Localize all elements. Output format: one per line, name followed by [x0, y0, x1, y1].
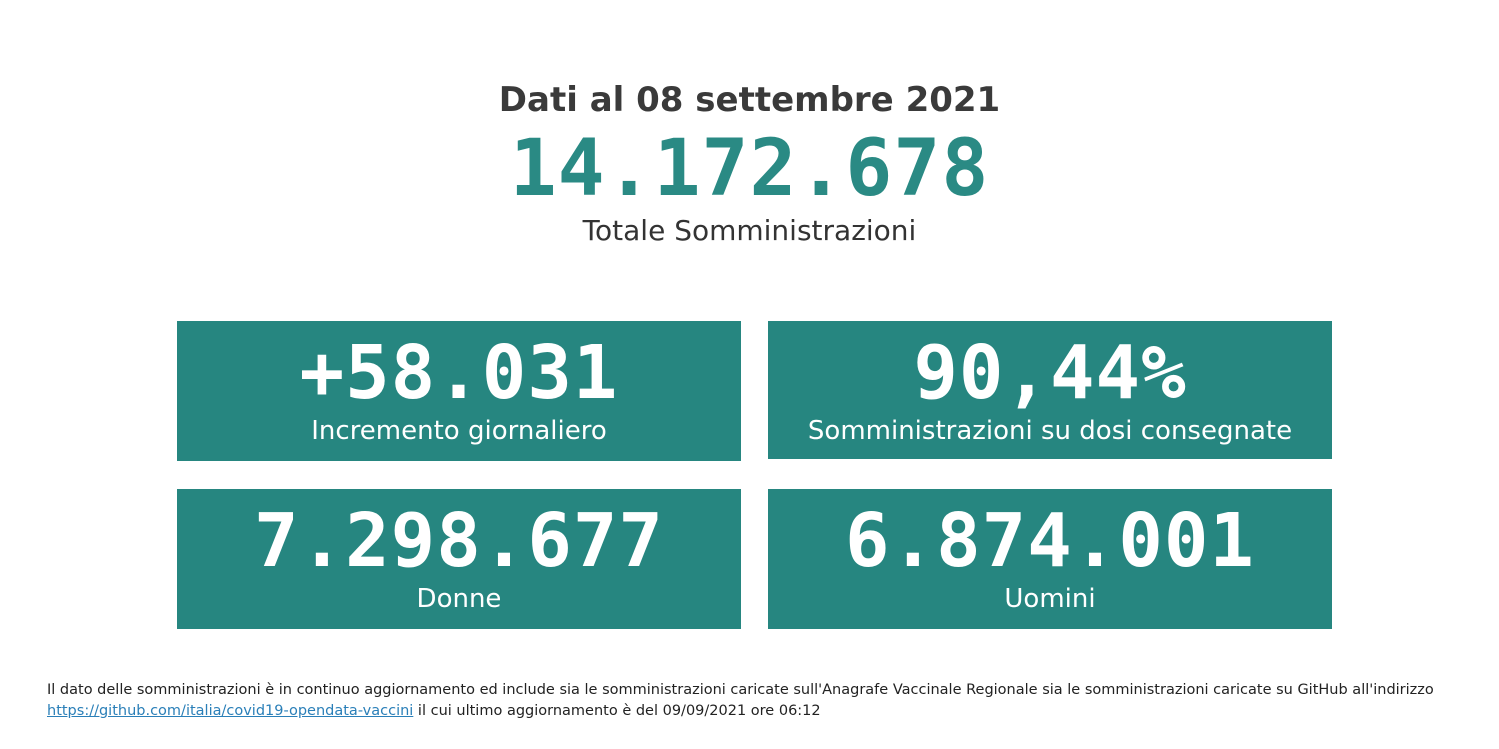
footnote: Il dato delle somministrazioni è in cont… [47, 680, 1477, 722]
delivered-doses-ratio-card: 90,44% Somministrazioni su dosi consegna… [768, 321, 1332, 459]
total-administrations-value: 14.172.678 [509, 124, 990, 214]
men-value: 6.874.001 [845, 498, 1255, 584]
github-link[interactable]: https://github.com/italia/covid19-openda… [47, 703, 414, 719]
men-card: 6.874.001 Uomini [768, 489, 1332, 629]
delivered-doses-ratio-value: 90,44% [913, 330, 1187, 416]
data-date-title: Dati al 08 settembre 2021 [498, 80, 1001, 120]
men-label: Uomini [1004, 584, 1096, 614]
women-value: 7.298.677 [254, 498, 664, 584]
total-administrations-label: Totale Somministrazioni [582, 214, 917, 247]
women-label: Donne [416, 584, 502, 614]
footnote-text: Il dato delle somministrazioni è in cont… [47, 682, 1434, 698]
daily-increment-value: +58.031 [299, 330, 619, 416]
daily-increment-label: Incremento giornaliero [311, 416, 607, 446]
daily-increment-card: +58.031 Incremento giornaliero [177, 321, 741, 461]
footnote-update-text: il cui ultimo aggiornamento è del 09/09/… [413, 703, 821, 719]
women-card: 7.298.677 Donne [177, 489, 741, 629]
summary-header: Dati al 08 settembre 2021 14.172.678 Tot… [0, 78, 1499, 248]
delivered-doses-ratio-label: Somministrazioni su dosi consegnate [807, 416, 1293, 446]
